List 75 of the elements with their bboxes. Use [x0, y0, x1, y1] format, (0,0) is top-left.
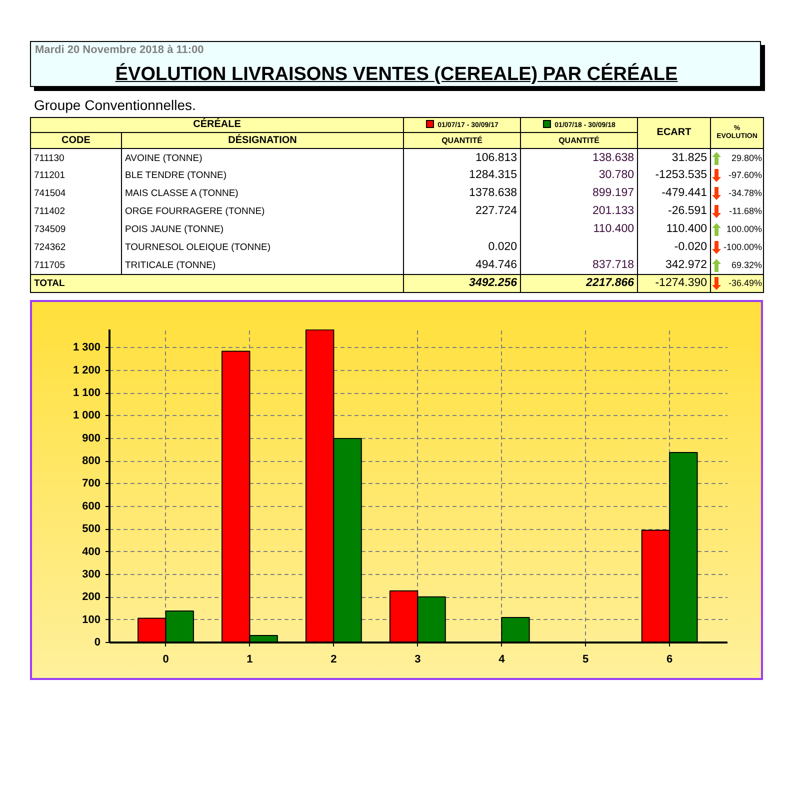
y-tick-label: 800 — [82, 455, 101, 468]
y-tick-label: 200 — [82, 591, 101, 604]
y-tick-label: 700 — [82, 478, 101, 490]
text: 342.972 — [638, 256, 711, 275]
text: -97.60% — [728, 169, 762, 182]
text: 1284.315 — [404, 166, 521, 185]
text: 1378.638 — [404, 184, 521, 203]
text: 2217.866 — [520, 274, 638, 293]
text: CÉRÉALE — [30, 118, 404, 133]
y-tick-label: 400 — [82, 546, 101, 558]
text: -34.78% — [728, 187, 762, 200]
text: 711705 — [30, 256, 122, 275]
text: 201.133 — [520, 202, 638, 221]
text: 3492.256 — [404, 274, 521, 293]
y-tick-label: 100 — [82, 614, 101, 626]
text: DÉSIGNATION — [122, 132, 404, 149]
text: TRITICALE (TONNE) — [122, 256, 404, 275]
text: ORGE FOURRAGERE (TONNE) — [122, 202, 404, 221]
text: 100.00% — [726, 223, 762, 236]
text: TOURNESOL OLEIQUE (TONNE) — [122, 238, 404, 257]
text: BLE TENDRE (TONNE) — [122, 166, 404, 185]
y-tick-label: 500 — [82, 523, 101, 536]
text: 711402 — [30, 202, 122, 221]
chart-subtitle: Groupe Conventionnelles. — [34, 96, 196, 115]
text: 106.813 — [404, 148, 521, 167]
text: 69.32% — [731, 259, 762, 272]
text: -479.441 — [638, 184, 711, 203]
text: Mardi 20 Novembre 2018 à 11:00 — [35, 43, 204, 58]
text: 110.400 — [520, 220, 638, 239]
text: TOTAL — [30, 274, 404, 293]
text: -1274.390 — [638, 274, 711, 293]
text: 741504 — [30, 184, 122, 203]
text: CODE — [30, 132, 122, 149]
text: 711130 — [30, 148, 122, 167]
text: 138.638 — [520, 148, 638, 167]
text: AVOINE (TONNE) — [122, 148, 404, 167]
text: QUANTITÉ — [404, 132, 521, 149]
text: POIS JAUNE (TONNE) — [122, 220, 404, 239]
y-tick-label: 1 100 — [72, 387, 101, 400]
text: 734509 — [30, 220, 122, 239]
text: -26.591 — [638, 202, 711, 221]
y-tick-label: 900 — [82, 432, 101, 444]
text: 724362 — [30, 238, 122, 257]
y-tick-label: 300 — [82, 568, 101, 580]
x-tick-label: 5 — [582, 654, 589, 666]
y-tick-label: 1 000 — [72, 410, 101, 422]
y-tick-label: 600 — [82, 500, 101, 512]
x-tick-label: 0 — [162, 654, 169, 666]
text: QUANTITÉ — [520, 132, 638, 149]
text: 837.718 — [520, 256, 638, 275]
text: 899.197 — [520, 184, 638, 203]
text: 0.020 — [404, 238, 521, 257]
text: 29.80% — [731, 152, 762, 165]
text: -0.020 — [638, 238, 711, 257]
chart-title: ÉVOLUTION LIVRAISONS VENTES (CEREALE) PAR CÉRÉALE — [114, 62, 679, 87]
x-tick-label: 6 — [666, 654, 673, 666]
x-tick-label: 1 — [246, 654, 253, 666]
text: 30.780 — [520, 166, 638, 185]
text: MAIS CLASSE A (TONNE) — [122, 184, 404, 203]
y-tick-label: 0 — [94, 636, 101, 648]
text: -11.68% — [729, 205, 762, 218]
x-tick-label: 3 — [414, 654, 421, 666]
y-tick-label: 1 200 — [72, 364, 101, 376]
text: 494.746 — [404, 256, 521, 275]
text: 31.825 — [638, 148, 711, 167]
x-tick-label: 4 — [498, 654, 506, 666]
x-tick-label: 2 — [330, 654, 337, 666]
text: -36.49% — [728, 277, 762, 290]
text: 711201 — [30, 166, 122, 185]
text: -1253.535 — [638, 166, 711, 185]
y-tick-label: 1 300 — [72, 342, 101, 354]
text: 227.724 — [404, 202, 521, 221]
text: 110.400 — [638, 220, 711, 239]
text: -100.00% — [723, 241, 762, 254]
text: ECART — [638, 118, 711, 149]
